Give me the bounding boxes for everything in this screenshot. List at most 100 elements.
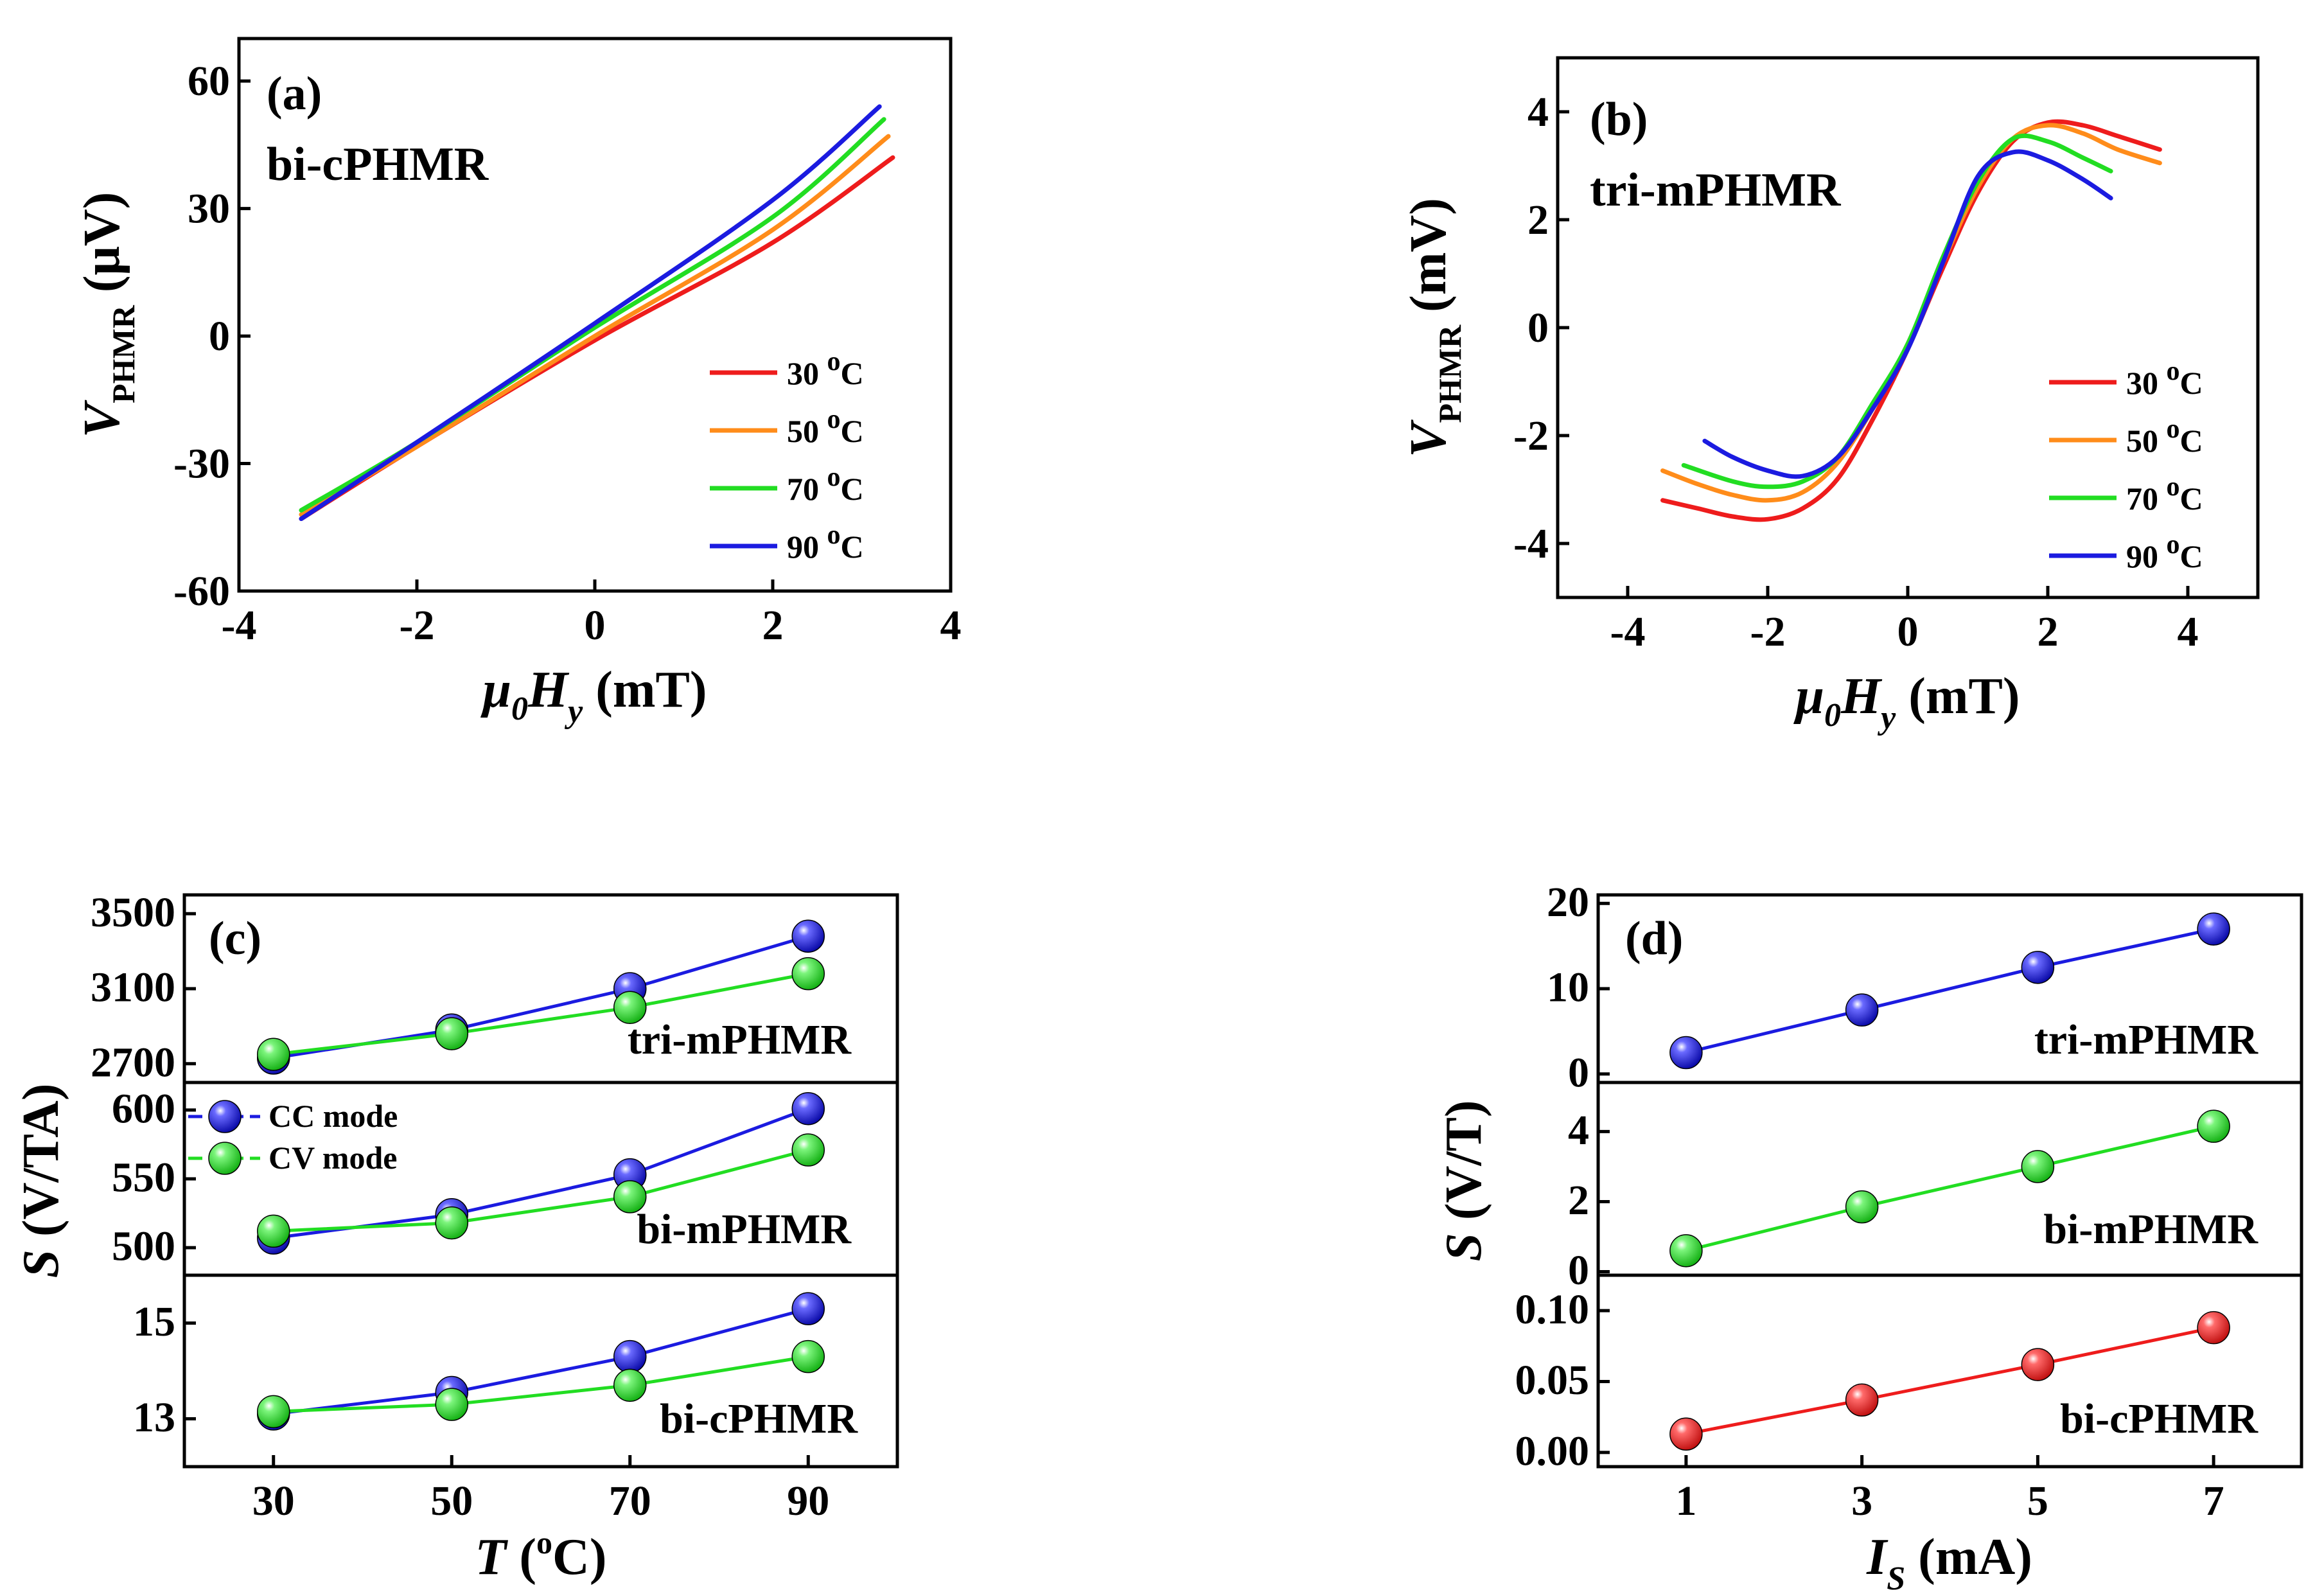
panel-a-y-label: VPHMR (μV) [74,192,141,438]
x-tick-label: -4 [1610,608,1646,655]
x-tick-label: 70 [609,1478,651,1524]
data-point [1845,993,1879,1027]
panel-a-series [299,104,895,522]
panel-a-x-label: μ0Hy (mT) [480,662,707,730]
panel-d-y-ticks: 0 10 20 0 2 4 0.00 0.05 0.10 [1515,879,1610,1475]
data-point [257,1214,290,1248]
data-point [613,1180,647,1214]
data-point [1845,1383,1879,1417]
data-point [791,1133,825,1167]
panel-c-series [257,919,825,1431]
panel-d-subplot-2-label: bi-mPHMR [2043,1206,2258,1253]
data-point [613,991,647,1024]
panel-b-frame [1556,56,2260,599]
legend-entry: 70 oC [2126,472,2203,517]
panel-c-subplot-2-label: bi-mPHMR [637,1206,852,1253]
legend-entry: CV mode [268,1140,397,1176]
x-tick-label: 50 [430,1478,473,1524]
data-point [208,1142,242,1175]
panel-b-legend: 30 oC 50 oC 70 oC 90 oC [2049,357,2203,574]
data-point [208,1100,242,1133]
data-point [613,1339,647,1374]
x-tick-label: 1 [1675,1478,1696,1524]
panel-d-subplot-1-label: tri-mPHMR [2034,1016,2259,1063]
x-tick-label: 5 [2027,1478,2048,1524]
y-tick-label: 600 [112,1085,175,1132]
x-tick-label: 2 [762,602,784,649]
panel-c-frame [182,893,899,1469]
x-tick-label: 2 [2038,608,2059,655]
panel-b-y-label: VPHMR (mV) [1400,198,1468,457]
panel-b-x-label: μ0Hy (mT) [1793,668,2020,736]
data-point [791,919,825,953]
y-tick-label: 2 [1568,1177,1589,1224]
series-line [1686,1124,2214,1253]
x-tick-label: 4 [940,602,962,649]
data-point [435,1206,468,1240]
legend-entry: 70 oC [787,463,864,507]
y-tick-label: 0.10 [1515,1286,1590,1333]
panel-c-x-label: T (oC) [475,1524,607,1586]
panel-d-frame [1596,893,2303,1469]
x-tick-label: 0 [585,602,606,649]
panel-c-x-ticks: 30 50 70 90 [252,1455,829,1524]
data-point [257,1395,290,1429]
panel-c-y-ticks: 2700 3100 3500 500 550 600 13 15 [91,889,196,1441]
y-tick-label: -60 [173,568,230,615]
panel-c-legend: CC mode CV mode [188,1098,398,1176]
y-tick-label: 0 [1527,305,1549,351]
y-tick-label: 550 [112,1154,175,1201]
y-tick-label: 2 [1527,197,1549,243]
y-tick-label: -4 [1513,520,1549,567]
y-tick-label: 30 [188,186,230,233]
panel-d-label: (d) [1625,912,1683,965]
series-line-90c [299,104,882,522]
x-tick-label: 30 [252,1478,295,1524]
y-tick-label: 3500 [91,889,175,936]
panel-d-series [1669,912,2230,1451]
panel-d-x-ticks: 1 3 5 7 [1675,1455,2224,1524]
legend-entry: 50 oC [787,405,864,449]
y-tick-label: 0.05 [1515,1357,1590,1404]
x-tick-label: -2 [1750,608,1786,655]
data-point [2021,951,2055,984]
panel-a-y-ticks: -60 -30 0 30 60 [173,58,251,615]
panel-b-title: tri-mPHMR [1590,164,1842,216]
panel-b-y-ticks: -4 -2 0 2 4 [1513,89,1569,567]
x-tick-label: 3 [1851,1478,1872,1524]
data-point [1669,1234,1703,1268]
y-tick-label: 15 [133,1298,175,1345]
y-tick-label: -2 [1513,412,1549,459]
data-point [2021,1348,2055,1381]
panel-a-label: (a) [267,67,322,120]
panel-a: -4 -2 0 2 4 -60 -30 0 30 60 (a) bi-cPHMR 30 oC 50… [74,37,962,730]
data-point [791,957,825,991]
panel-a-legend: 30 oC 50 oC 70 oC 90 oC [710,347,864,565]
data-point [435,1017,468,1050]
x-tick-label: 7 [2203,1478,2224,1524]
data-point [1669,1036,1703,1070]
legend-entry: 50 oC [2126,414,2203,459]
x-tick-label: 0 [1897,608,1919,655]
data-point [2197,1109,2230,1143]
data-point [791,1339,825,1374]
y-tick-label: 13 [133,1394,175,1441]
panel-b-series [1660,119,2162,522]
panel-c-subplot-1-label: tri-mPHMR [628,1016,852,1063]
legend-entry: 30 oC [787,347,864,391]
panel-c-subplot-3-label: bi-cPHMR [660,1395,858,1442]
legend-entry: 90 oC [2126,530,2203,574]
legend-entry: CC mode [268,1098,398,1134]
data-point [2197,912,2230,946]
legend-entry: 30 oC [2126,357,2203,401]
y-tick-label: 60 [188,58,230,105]
data-point [791,1091,825,1126]
panel-a-frame [237,37,953,593]
series-line [273,1148,809,1233]
y-tick-label: 4 [1568,1107,1589,1154]
y-tick-label: 3100 [91,964,175,1011]
legend-entry: 90 oC [787,520,864,565]
series-line-90c [1702,149,2113,479]
data-point [2021,1150,2055,1183]
